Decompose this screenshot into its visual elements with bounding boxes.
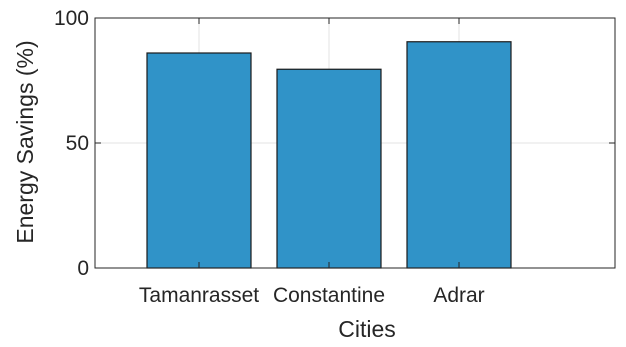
- x-tick-label: Constantine: [273, 284, 385, 307]
- bar-constantine: [276, 68, 382, 269]
- y-axis-label: Energy Savings (%): [12, 40, 38, 243]
- bars: [146, 41, 512, 269]
- y-tick-label: 100: [54, 7, 89, 30]
- x-tick-label: Adrar: [433, 284, 484, 307]
- axes: [94, 17, 616, 269]
- x-tick-label: Tamanrasset: [139, 284, 259, 307]
- bar-adrar: [406, 41, 512, 269]
- y-tick-label: 0: [77, 257, 89, 280]
- tick-labels: 0 50 100 Tamanrasset Constantine Adrar: [54, 7, 485, 307]
- y-tick-label: 50: [66, 132, 89, 155]
- x-axis-label: Cities: [338, 316, 396, 342]
- bar-tamanrasset: [146, 52, 252, 269]
